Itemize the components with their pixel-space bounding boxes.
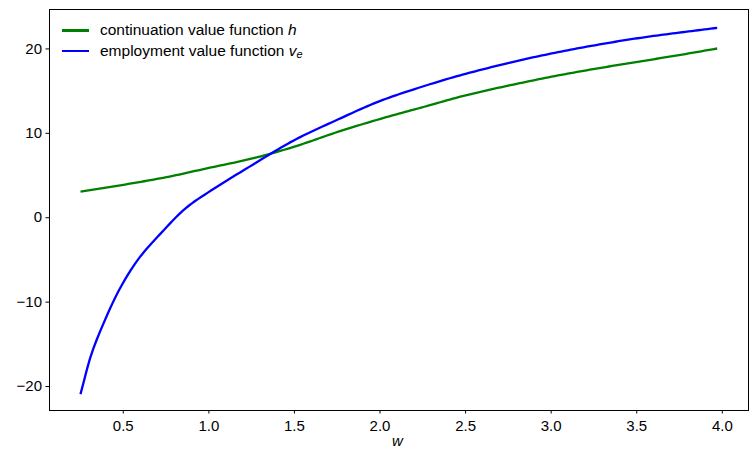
x-tick-label: 2.0 [370, 417, 391, 434]
line-chart: 0.5 1.0 1.5 2.0 2.5 3.0 3.5 4.0 −20 −10 0 10 20 w [0, 0, 756, 463]
y-tick-label: 20 [25, 40, 42, 57]
series-line-h [80, 49, 717, 192]
series-line-ve [80, 28, 717, 394]
x-tick-label: 1.0 [198, 417, 219, 434]
legend-item-h: continuation value function h [62, 20, 303, 41]
y-tick-label: 10 [25, 124, 42, 141]
x-axis-label: w [392, 432, 404, 449]
x-tick-label: 0.5 [113, 417, 134, 434]
y-tick-label: 0 [34, 208, 42, 225]
plot-spines [49, 9, 748, 410]
axes: 0.5 1.0 1.5 2.0 2.5 3.0 3.5 4.0 −20 −10 0 10 20 [17, 9, 748, 434]
legend-line-employment [62, 50, 89, 53]
y-tick-label: −10 [17, 293, 42, 310]
legend-label-employment: employment value function ve [100, 41, 303, 62]
x-tick-label: 4.0 [712, 417, 733, 434]
series [80, 28, 717, 394]
legend-line-continuation [62, 29, 89, 32]
figure: 0.5 1.0 1.5 2.0 2.5 3.0 3.5 4.0 −20 −10 0 10 20 w co… [0, 0, 756, 463]
legend-label-continuation: continuation value function h [100, 20, 297, 41]
x-tick-label: 2.5 [455, 417, 476, 434]
x-tick-label: 1.5 [284, 417, 305, 434]
y-tick-label: −20 [17, 377, 42, 394]
x-tick-label: 3.5 [626, 417, 647, 434]
x-tick-label: 3.0 [541, 417, 562, 434]
legend-item-ve: employment value function ve [62, 41, 303, 62]
legend: continuation value function h employment… [62, 20, 303, 61]
